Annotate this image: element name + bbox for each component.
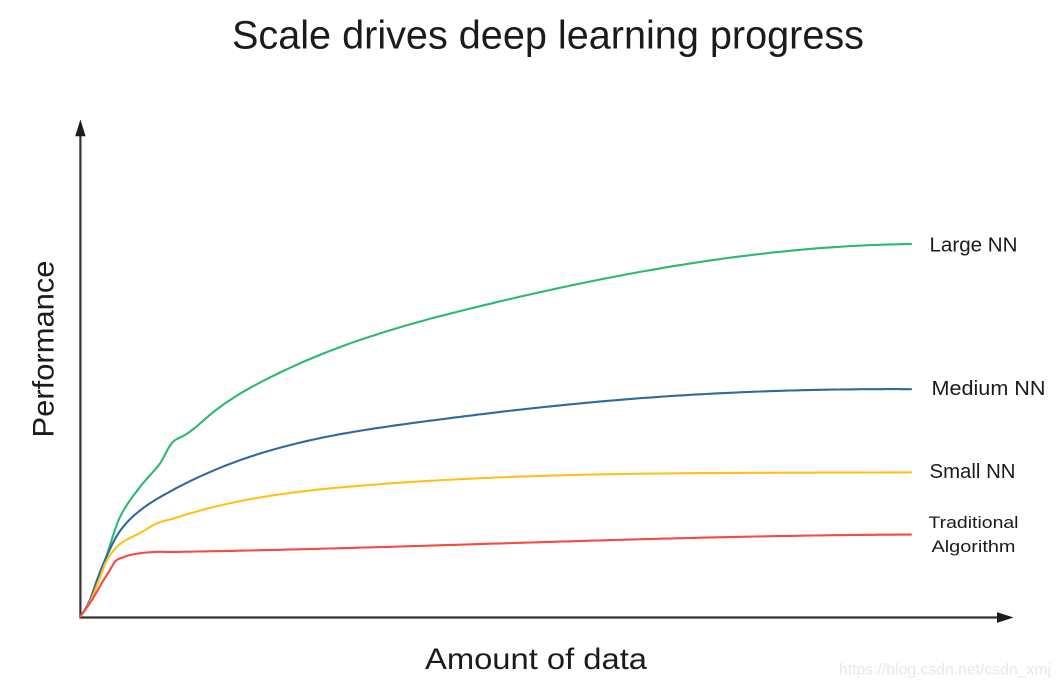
svg-text:Traditional: Traditional	[929, 513, 1019, 532]
svg-text:https://blog.csdn.net/csdn_xmj: https://blog.csdn.net/csdn_xmj	[839, 661, 1051, 678]
svg-text:Small NN: Small NN	[930, 461, 1016, 483]
svg-text:Algorithm: Algorithm	[932, 537, 1016, 556]
svg-text:Performance: Performance	[28, 261, 61, 438]
svg-text:Scale drives deep learning pro: Scale drives deep learning progress	[232, 14, 864, 58]
svg-text:Medium NN: Medium NN	[932, 378, 1046, 400]
svg-text:Amount of data: Amount of data	[425, 643, 647, 676]
svg-text:Large NN: Large NN	[930, 235, 1018, 257]
